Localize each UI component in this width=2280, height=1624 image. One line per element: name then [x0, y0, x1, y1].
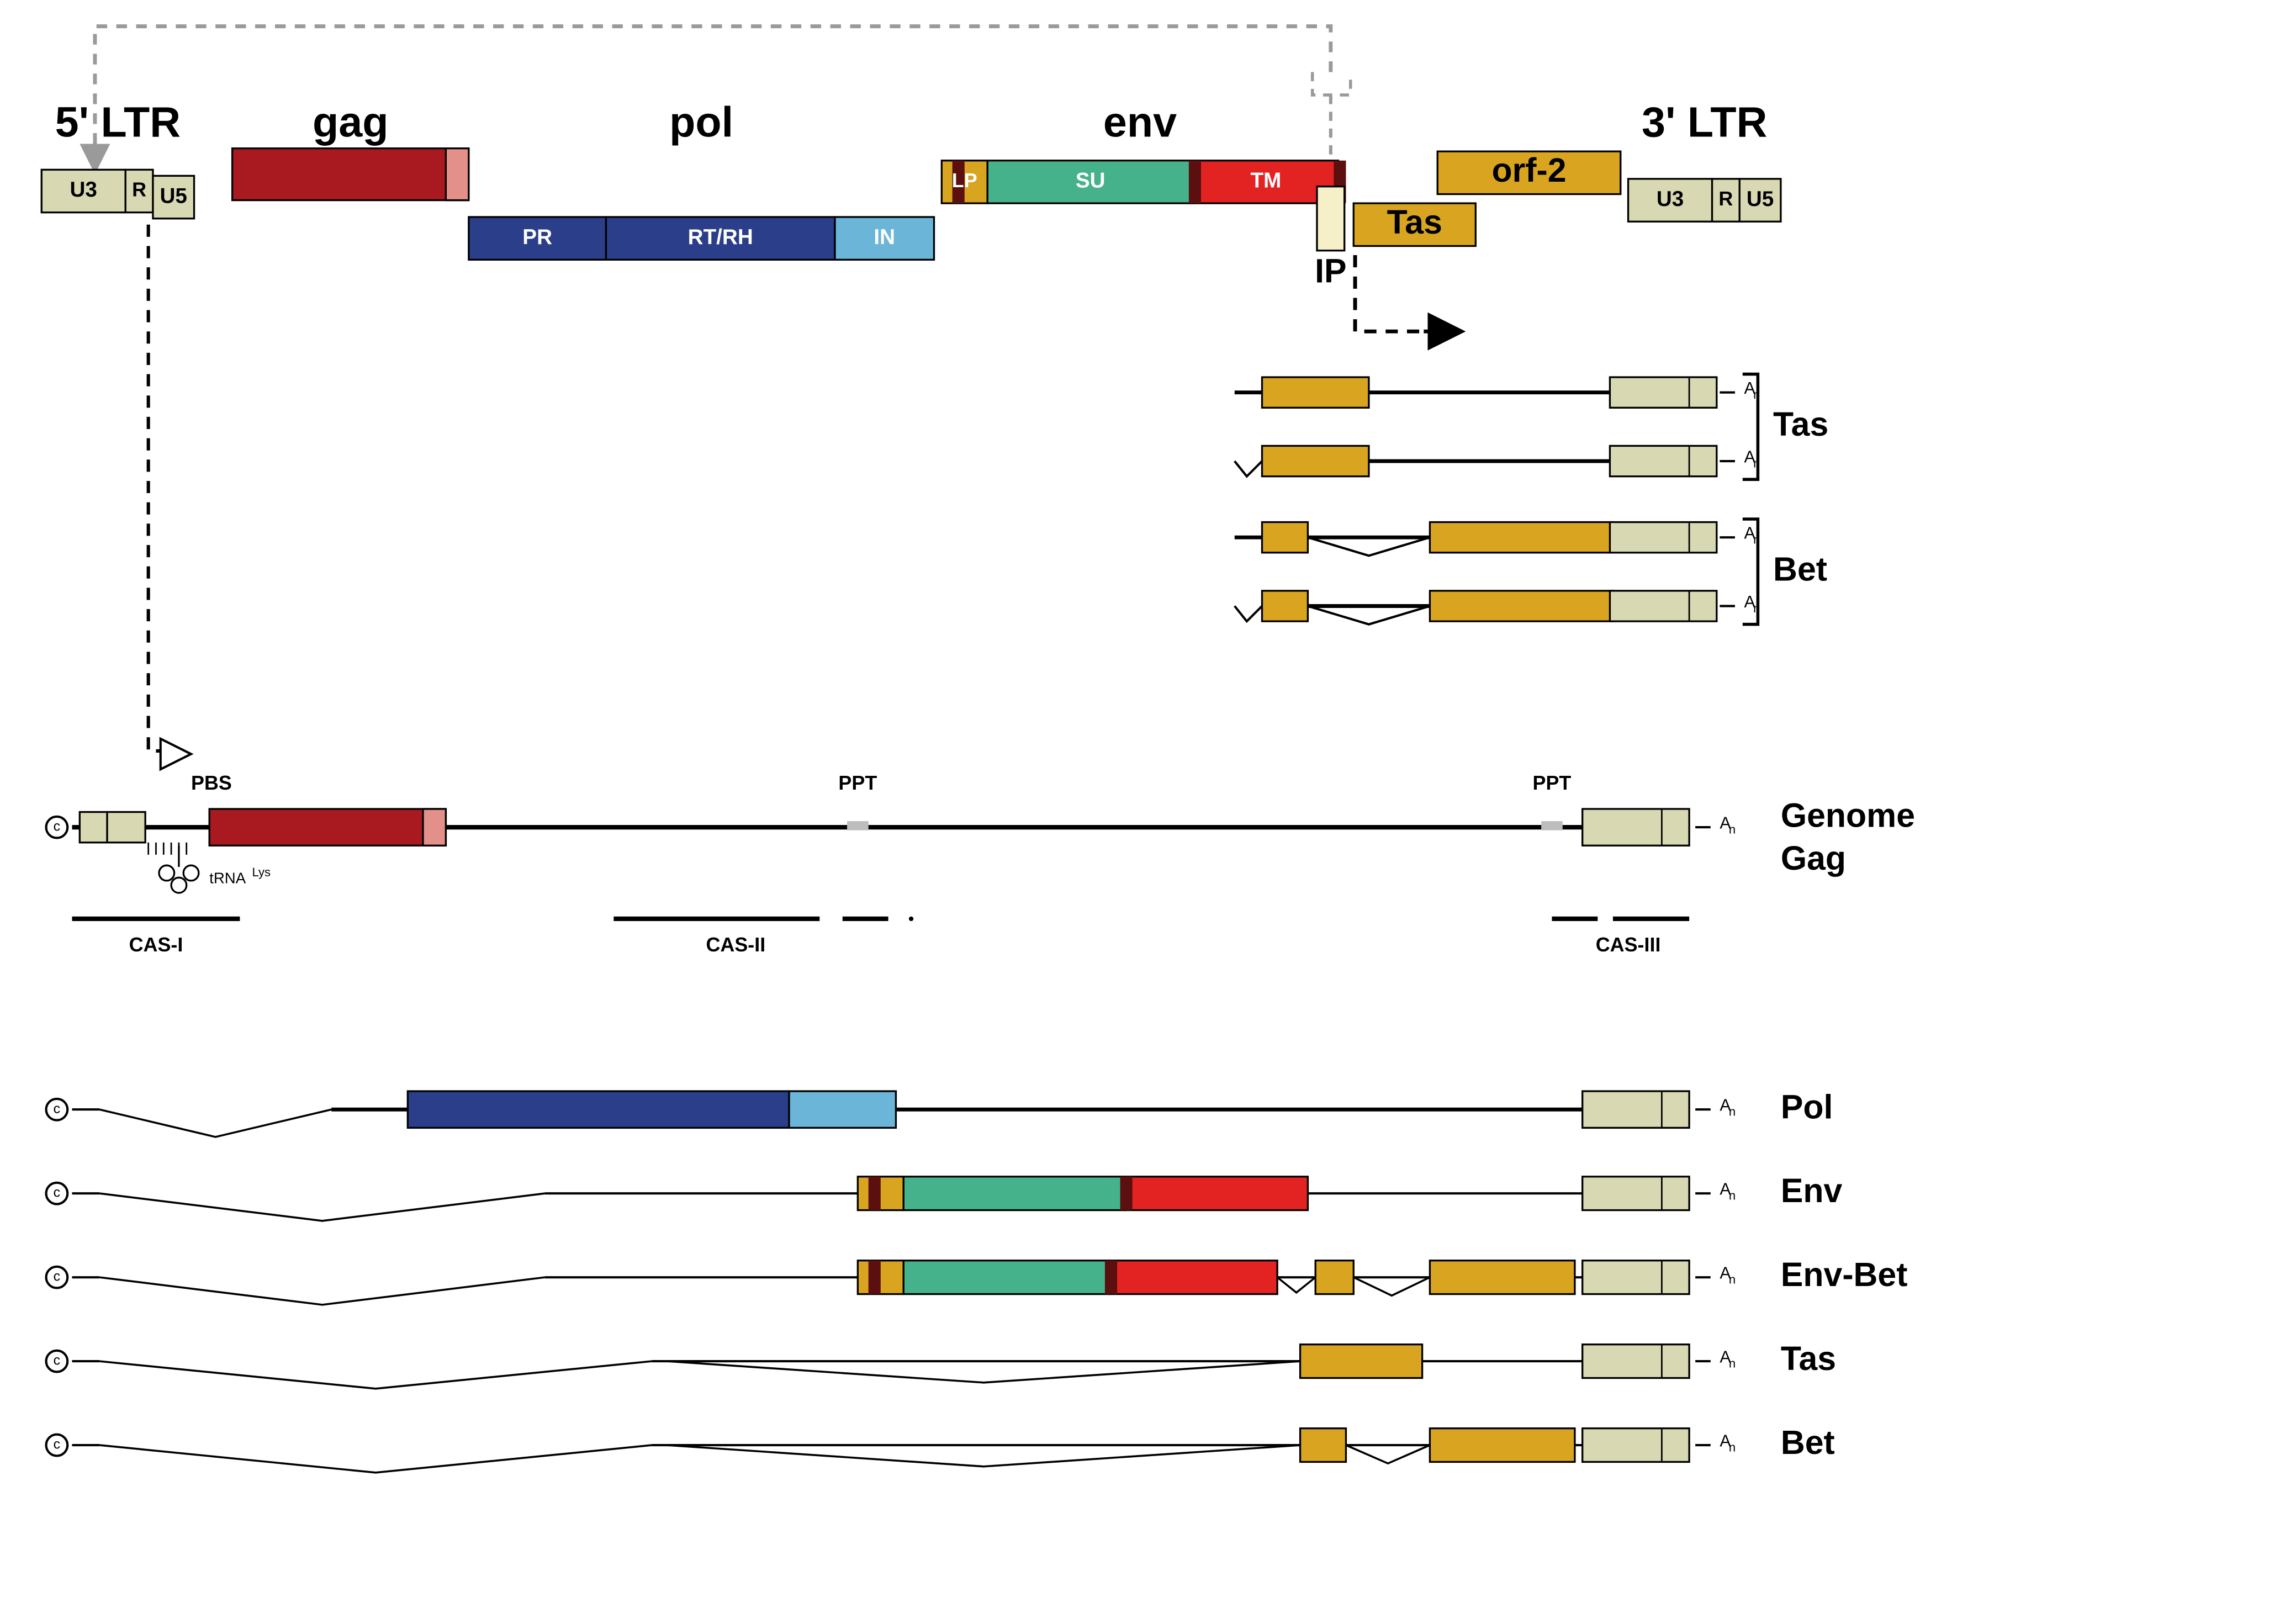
svg-text:Lys: Lys [252, 865, 271, 879]
svg-text:IP: IP [1315, 252, 1346, 289]
svg-text:Tas: Tas [1781, 1340, 1836, 1377]
svg-text:Tas: Tas [1387, 203, 1442, 241]
svg-text:SU: SU [1076, 169, 1105, 193]
svg-text:Genome: Genome [1781, 797, 1915, 834]
svg-text:5' LTR: 5' LTR [55, 99, 181, 146]
svg-text:CAS-II: CAS-II [706, 933, 765, 956]
svg-text:RT/RH: RT/RH [688, 225, 753, 249]
svg-text:tRNA: tRNA [209, 869, 246, 886]
svg-text:c: c [54, 819, 60, 834]
svg-text:gag: gag [313, 99, 389, 146]
svg-text:R: R [1718, 187, 1733, 210]
svg-text:env: env [1103, 99, 1177, 146]
svg-text:n: n [1729, 822, 1736, 836]
svg-text:R: R [132, 178, 146, 200]
svg-text:TM: TM [1251, 169, 1282, 193]
svg-text:Gag: Gag [1781, 839, 1846, 877]
svg-text:CAS-I: CAS-I [129, 933, 183, 956]
svg-text:c: c [54, 1269, 60, 1284]
svg-text:Bet: Bet [1773, 550, 1827, 588]
svg-text:U5: U5 [1747, 187, 1774, 211]
svg-text:PPT: PPT [838, 771, 877, 794]
svg-text:PBS: PBS [191, 771, 232, 794]
svg-text:n: n [1729, 1273, 1736, 1287]
svg-text:c: c [54, 1101, 60, 1117]
genome-diagram: 5' LTR gag pol env 3' LTR U3 R U5 PR RT/RH IN LP SU T… [11, 11, 2269, 1613]
svg-text:IN: IN [874, 225, 895, 249]
svg-text:orf-2: orf-2 [1491, 151, 1566, 189]
svg-text:n: n [1729, 1105, 1736, 1119]
svg-text:pol: pol [669, 99, 733, 146]
svg-text:Env: Env [1781, 1172, 1843, 1209]
svg-text:U3: U3 [1657, 187, 1684, 211]
svg-text:c: c [54, 1353, 60, 1368]
svg-text:n: n [1729, 1189, 1736, 1203]
svg-text:LP: LP [952, 169, 977, 192]
svg-text:Tas: Tas [1773, 405, 1828, 443]
svg-text:U3: U3 [70, 178, 97, 202]
svg-text:U5: U5 [160, 184, 187, 208]
svg-text:c: c [54, 1185, 60, 1200]
svg-text:PPT: PPT [1533, 771, 1572, 794]
svg-text:n: n [1729, 1356, 1736, 1370]
svg-text:PR: PR [522, 225, 552, 249]
svg-text:CAS-III: CAS-III [1596, 933, 1661, 956]
svg-text:Bet: Bet [1781, 1424, 1835, 1461]
svg-text:c: c [54, 1437, 60, 1452]
svg-text:n: n [1729, 1440, 1736, 1454]
svg-text:Env-Bet: Env-Bet [1781, 1256, 1908, 1293]
svg-text:3' LTR: 3' LTR [1642, 99, 1767, 146]
svg-text:Pol: Pol [1781, 1088, 1833, 1125]
